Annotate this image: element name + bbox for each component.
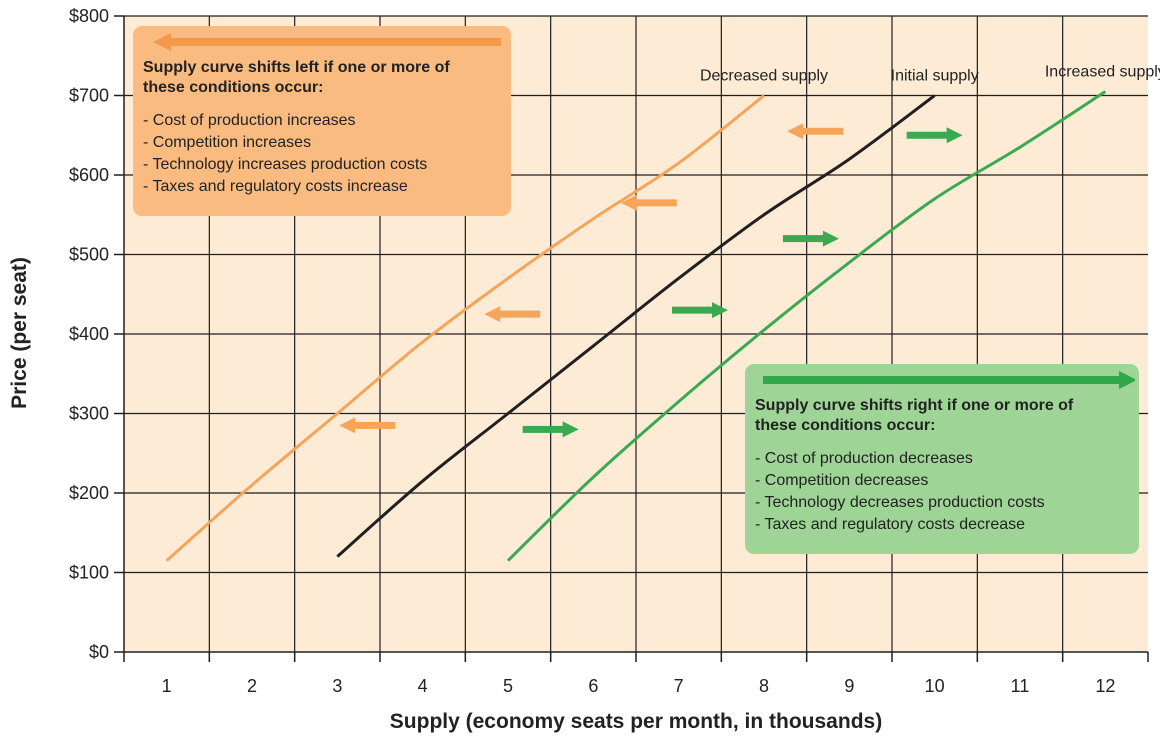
curve-label: Decreased supply (700, 68, 828, 85)
right-box-title-line-1: Supply curve shifts right if one or more… (755, 397, 1074, 414)
x-tick-label: 3 (332, 676, 342, 696)
left-box-conditions: - Cost of production increases - Competi… (143, 110, 501, 198)
arrow-right-icon (763, 371, 1137, 389)
arrow-shaft (634, 199, 677, 207)
x-tick-label: 7 (674, 676, 684, 696)
x-tick-label: 1 (162, 676, 172, 696)
right-box-title: Supply curve shifts right if one or more… (755, 396, 1129, 436)
left-box-title-line-2: these conditions occur: (143, 79, 324, 96)
y-tick-label: $800 (69, 6, 109, 26)
right-box-title-line-2: these conditions occur: (755, 417, 936, 434)
arrow-left-icon (787, 123, 844, 140)
x-axis-title: Supply (economy seats per month, in thou… (390, 710, 882, 733)
arrow-right-icon (906, 127, 963, 144)
arrow-shaft (522, 425, 565, 433)
x-tick-label: 8 (759, 676, 769, 696)
arrow-left-icon (339, 417, 396, 434)
left-shift-arrow (143, 32, 513, 52)
y-tick-label: $300 (69, 404, 109, 424)
supply-left-conditions-box: Supply curve shifts left if one or more … (133, 26, 513, 216)
arrow-shaft (906, 131, 949, 139)
arrow-shaft (801, 127, 844, 135)
y-tick-label: $0 (89, 642, 109, 662)
arrow-head (822, 230, 839, 247)
x-tick-label: 11 (1011, 676, 1030, 696)
arrow-right-icon (672, 302, 728, 319)
arrow-right-icon (782, 230, 839, 247)
arrow-head (946, 127, 963, 144)
arrow-head (562, 421, 579, 438)
arrow-left-icon (484, 306, 541, 323)
curve-label: Initial supply (891, 68, 979, 85)
x-tick-label: 5 (503, 676, 513, 696)
supply-curve-0 (165, 94, 765, 562)
arrow-head (339, 417, 356, 434)
arrow-head (787, 123, 804, 140)
arrow-shaft (498, 310, 541, 318)
x-tick-label: 9 (844, 676, 854, 696)
list-item: - Technology increases production costs (143, 156, 428, 173)
supply-right-conditions-box: Supply curve shifts right if one or more… (745, 364, 1139, 554)
y-tick-label: $200 (69, 483, 109, 503)
arrow-right-icon (522, 421, 579, 438)
list-item: - Cost of production decreases (755, 450, 973, 467)
arrow-left-icon (620, 194, 677, 211)
arrow-head (620, 194, 637, 211)
right-box-conditions: - Cost of production decreases - Competi… (755, 448, 1129, 536)
curves (165, 90, 1107, 562)
arrow-shaft (782, 235, 825, 243)
x-tick-label: 10 (925, 676, 945, 696)
arrow-shaft (353, 421, 396, 429)
curve-label: Increased supply (1045, 64, 1160, 81)
x-tick-label: 4 (418, 676, 428, 696)
list-item: - Technology decreases production costs (755, 494, 1045, 511)
curve-labels: Decreased supply Initial supply Increased … (700, 64, 1160, 85)
arrow-shaft (672, 306, 714, 314)
right-shift-arrow (755, 370, 1137, 390)
supply-curve-2 (506, 90, 1107, 562)
y-tick-label: $700 (69, 86, 109, 106)
x-tick-label: 12 (1095, 676, 1115, 696)
shift-arrows (339, 123, 963, 438)
x-tick-label: 2 (247, 676, 257, 696)
y-tick-label: $500 (69, 245, 109, 265)
list-item: - Competition decreases (755, 472, 929, 489)
left-box-title-line-1: Supply curve shifts left if one or more … (143, 59, 450, 76)
arrow-left-icon (153, 33, 513, 51)
list-item: - Taxes and regulatory costs decrease (755, 516, 1026, 533)
list-item: - Taxes and regulatory costs increase (143, 178, 408, 195)
arrow-head (484, 306, 501, 323)
list-item: - Competition increases (143, 134, 312, 151)
arrow-head (712, 302, 728, 319)
y-axis-title: Price (per seat) (8, 257, 31, 409)
y-tick-label: $600 (69, 165, 109, 185)
supply-curve-1 (336, 94, 936, 558)
left-box-title: Supply curve shifts left if one or more … (143, 58, 501, 98)
x-tick-label: 6 (588, 676, 598, 696)
list-item: - Cost of production increases (143, 112, 356, 129)
y-tick-label: $100 (69, 563, 109, 583)
y-tick-label: $400 (69, 324, 109, 344)
